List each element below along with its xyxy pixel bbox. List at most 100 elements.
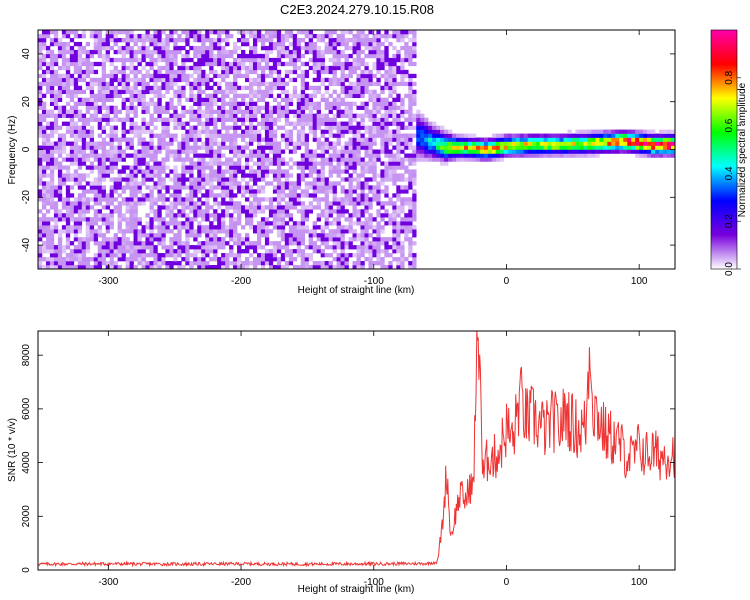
heatmap-cell <box>264 133 270 138</box>
heatmap-cell <box>77 221 83 226</box>
heatmap-cell <box>292 69 298 75</box>
heatmap-cell <box>376 121 381 126</box>
heatmap-cell <box>229 65 234 71</box>
heatmap-cell <box>53 225 59 230</box>
heatmap-cell <box>444 149 449 154</box>
heatmap-cell <box>364 181 369 186</box>
heatmap-cell <box>209 30 214 35</box>
heatmap-cell <box>392 97 397 102</box>
heatmap-cell <box>448 137 453 142</box>
heatmap-cell <box>173 77 178 83</box>
heatmap-cell <box>201 101 206 106</box>
heatmap-cell <box>225 169 230 174</box>
heatmap-cell <box>77 125 83 130</box>
heatmap-cell <box>424 121 429 126</box>
heatmap-cell <box>145 37 150 43</box>
heatmap-cell <box>344 261 349 266</box>
heatmap-cell <box>181 157 186 162</box>
heatmap-cell <box>221 93 226 99</box>
heatmap-cell <box>300 229 306 234</box>
heatmap-cell <box>141 129 146 134</box>
heatmap-cell <box>133 69 138 75</box>
heatmap-cell <box>288 185 294 190</box>
heatmap-cell <box>229 145 234 150</box>
heatmap-cell <box>364 53 369 59</box>
heatmap-cell <box>205 30 210 35</box>
heatmap-cell <box>424 137 429 142</box>
heatmap-cell <box>193 177 198 182</box>
heatmap-cell <box>141 77 146 83</box>
heatmap-cell <box>197 249 202 254</box>
heatmap-cell <box>229 53 234 59</box>
heatmap-cell <box>456 153 461 158</box>
heatmap-cell <box>268 249 274 254</box>
heatmap-cell <box>53 81 59 87</box>
heatmap-cell <box>376 30 381 35</box>
heatmap-cell <box>547 141 552 146</box>
heatmap-cell <box>217 225 222 230</box>
heatmap-cell <box>49 149 55 154</box>
heatmap-cell <box>125 141 130 146</box>
heatmap-cell <box>316 101 321 106</box>
heatmap-cell <box>352 137 357 142</box>
heatmap-cell <box>467 157 473 162</box>
heatmap-cell <box>364 197 369 202</box>
heatmap-cell <box>460 133 465 138</box>
heatmap-cell <box>53 53 59 59</box>
heatmap-cell <box>308 113 313 118</box>
heatmap-cell <box>364 61 369 67</box>
heatmap-cell <box>635 133 640 138</box>
heatmap-cell <box>85 109 91 114</box>
heatmap-cell <box>237 253 242 258</box>
heatmap-cell <box>300 129 306 134</box>
heatmap-cell <box>308 181 313 186</box>
heatmap-cell <box>408 73 413 79</box>
heatmap-cell <box>316 233 321 238</box>
heatmap-cell <box>149 61 154 67</box>
heatmap-cell <box>312 41 317 47</box>
heatmap-cell <box>165 261 170 266</box>
heatmap-cell <box>308 41 313 47</box>
heatmap-cell <box>205 97 210 102</box>
heatmap-cell <box>475 157 481 162</box>
heatmap-cell <box>408 145 413 150</box>
heatmap-cell <box>73 225 79 230</box>
heatmap-cell <box>364 209 369 214</box>
heatmap-cell <box>165 145 170 150</box>
heatmap-cell <box>201 261 206 266</box>
heatmap-cell <box>408 173 413 178</box>
heatmap-cell <box>256 141 262 146</box>
heatmap-cell <box>85 237 91 242</box>
heatmap-cell <box>300 69 306 75</box>
heatmap-cell <box>241 237 246 242</box>
heatmap-cell <box>587 153 592 158</box>
heatmap-cell <box>324 101 329 106</box>
heatmap-cell <box>360 249 365 254</box>
heatmap-cell <box>141 57 146 63</box>
heatmap-cell <box>432 121 437 126</box>
heatmap-cell <box>65 265 71 270</box>
heatmap-cell <box>193 161 198 166</box>
heatmap-cell <box>121 201 126 206</box>
heatmap-cell <box>117 213 122 218</box>
heatmap-cell <box>372 185 377 190</box>
heatmap-cell <box>336 225 341 230</box>
heatmap-cell <box>197 129 202 134</box>
heatmap-cell <box>93 69 99 75</box>
heatmap-cell <box>201 73 206 79</box>
heatmap-cell <box>105 53 110 59</box>
heatmap-cell <box>276 149 282 154</box>
heatmap-cell <box>344 165 349 170</box>
heatmap-cell <box>225 265 230 270</box>
heatmap-cell <box>45 141 51 146</box>
heatmap-cell <box>320 241 325 246</box>
heatmap-cell <box>320 209 325 214</box>
heatmap-cell <box>38 181 43 186</box>
heatmap-cell <box>217 153 222 158</box>
heatmap-cell <box>543 133 548 138</box>
heatmap-cell <box>256 169 262 174</box>
heatmap-cell <box>372 253 377 258</box>
heatmap-cell <box>45 113 51 118</box>
heatmap-cell <box>137 141 142 146</box>
heatmap-cell <box>320 37 325 43</box>
